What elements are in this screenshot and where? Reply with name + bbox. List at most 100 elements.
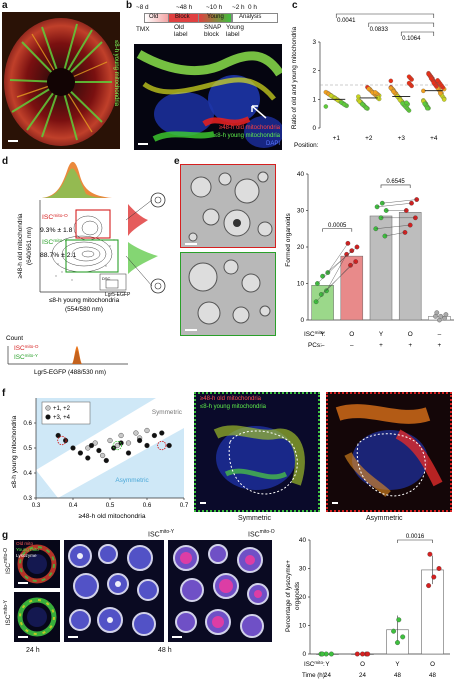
e-point	[345, 241, 351, 246]
g-point	[319, 651, 325, 657]
e-bar	[340, 255, 364, 321]
g-24h-label: 24 h	[26, 647, 40, 654]
e-pcs-label: PCs:	[308, 342, 322, 349]
g-pvalue-label: 0.0016	[406, 534, 425, 540]
e-pair-line	[375, 224, 411, 229]
c-ytick-label: 0	[312, 125, 316, 132]
d-inset-gfp: Lgr5-EGFP	[105, 292, 131, 298]
d-inset-sub: DSC	[102, 276, 111, 281]
c-point	[438, 91, 443, 96]
d-pct-y: 88.7% ± 2.1	[40, 252, 76, 259]
e-pcs-val: –	[350, 342, 354, 349]
f-point	[85, 445, 91, 451]
g-time-val: 48	[394, 672, 401, 679]
g-48h-label: 48 h	[158, 647, 172, 654]
c-ytick-label: 3	[312, 39, 316, 46]
e-pair-line	[326, 254, 347, 291]
e-pvalue-label: 0.6545	[386, 179, 405, 185]
chart-g-lysozyme-percentage: Percentage of lysozyme+ organoids ISCmit…	[285, 534, 450, 679]
c-point	[363, 105, 369, 111]
f-point	[144, 427, 150, 434]
c-xlabel: Position:	[294, 142, 319, 149]
g-title-o-main: ISC	[248, 531, 260, 539]
g-point	[354, 651, 360, 657]
panel-label-a: a	[2, 0, 8, 11]
g-point	[431, 574, 437, 580]
c-category-label: +1	[333, 135, 341, 142]
f-point	[144, 442, 150, 449]
intestine-section-image: ≤8-h young mitochondria	[2, 12, 120, 149]
g-point	[426, 583, 432, 589]
g-isc-label: ISC	[304, 661, 315, 668]
g-pvalue-bracket	[397, 539, 433, 543]
g-ylabel-2: organoids	[294, 582, 301, 610]
c-pvalue-label: 0.0041	[337, 18, 356, 24]
f-point	[99, 452, 106, 459]
c-point	[323, 104, 329, 109]
g-title-o-sup: mito-O	[259, 529, 275, 535]
label-snap-block: SNAP block	[204, 24, 222, 39]
f-ylabel: ≤8-h young mitochondria	[11, 415, 18, 488]
panel-label-g: g	[2, 530, 9, 541]
e-point	[325, 270, 331, 275]
g-ytick-label: 0	[302, 651, 306, 658]
timeline-block-bar: Block	[168, 13, 200, 23]
d-gate-y: ISC	[42, 239, 53, 246]
g-time-val: 24	[359, 672, 366, 679]
g-row-o-label: ISCmito-O	[3, 548, 13, 574]
g-ylabel-1: Percentage of lysozyme+	[285, 560, 292, 632]
g-legend-old: Old mito	[16, 541, 34, 546]
g-title-y: ISCmito-Y	[148, 529, 174, 539]
chart-e-formed-organoids: Formed organoids ISCmito: PCs: 0 10 20 30 40…	[285, 171, 454, 349]
f-img-asymmetric-label: Asymmetric	[366, 515, 403, 522]
c-point	[435, 78, 440, 83]
d-hist-o-sup: mito-O	[25, 344, 39, 349]
f-point	[85, 455, 91, 461]
panel-label-c: c	[292, 0, 298, 11]
f-point	[103, 457, 109, 464]
chart-f-old-vs-young: ≤8-h young mitochondria ≥48-h old mitoch…	[11, 398, 189, 520]
legend-old-mito-b: ≥48-h old mitochondria	[219, 125, 280, 132]
c-point	[335, 97, 340, 103]
c-pvalue-label: 0.0833	[370, 27, 389, 33]
time-48h: ~48 h	[176, 4, 193, 11]
e-point	[434, 310, 440, 316]
g-24h-isc-y-image	[14, 592, 60, 642]
g-title-o: ISCmito-O	[248, 529, 275, 539]
d-ylabel-1: ≥48-h old mitochondria	[17, 213, 24, 278]
time-10h: ~10 h	[206, 4, 223, 11]
f-point	[125, 450, 132, 456]
e-pvalue-bracket	[380, 184, 411, 188]
chart-c-ratio-positions: Ratio of old and young mitochondria Posi…	[291, 13, 450, 149]
e-bar	[398, 212, 422, 321]
g-ytick-label: 20	[299, 594, 307, 601]
g-row-y-main: ISC	[5, 614, 13, 626]
svg-text:ISCmito:: ISCmito:	[304, 330, 325, 338]
c-pvalue-bracket	[335, 13, 435, 18]
g-point	[360, 651, 365, 657]
g-point	[395, 640, 400, 646]
d-xlabel-2: (554/580 nm)	[65, 306, 103, 313]
g-point	[436, 566, 442, 571]
svg-text:ISCmito-Y: ISCmito-Y	[14, 353, 38, 361]
c-category-label: +2	[365, 135, 373, 142]
asymmetric-division-image	[326, 392, 452, 512]
g-time-label: Time (h):	[302, 672, 327, 679]
c-point	[391, 89, 396, 94]
g-legend-young: Young mito	[16, 547, 39, 552]
g-24h-isc-o-image: Old mito Young mito Lysozyme	[14, 540, 60, 588]
e-point	[344, 251, 349, 257]
panel-label-d: d	[2, 156, 9, 167]
e-pair-line	[315, 265, 351, 302]
e-pair-line	[321, 261, 356, 295]
g-point	[365, 651, 371, 657]
f-img-symmetric-label: Symmetric	[238, 515, 272, 522]
c-point	[373, 90, 378, 95]
timeline-block-text: Block	[175, 14, 190, 20]
c-point	[406, 74, 412, 79]
g-point	[427, 551, 433, 557]
svg-text:ISCmito:: ISCmito:	[304, 660, 325, 668]
f-point	[92, 440, 98, 446]
d-ylabel-2: (640/661 nm)	[26, 227, 33, 265]
e-pair-line	[327, 243, 349, 273]
